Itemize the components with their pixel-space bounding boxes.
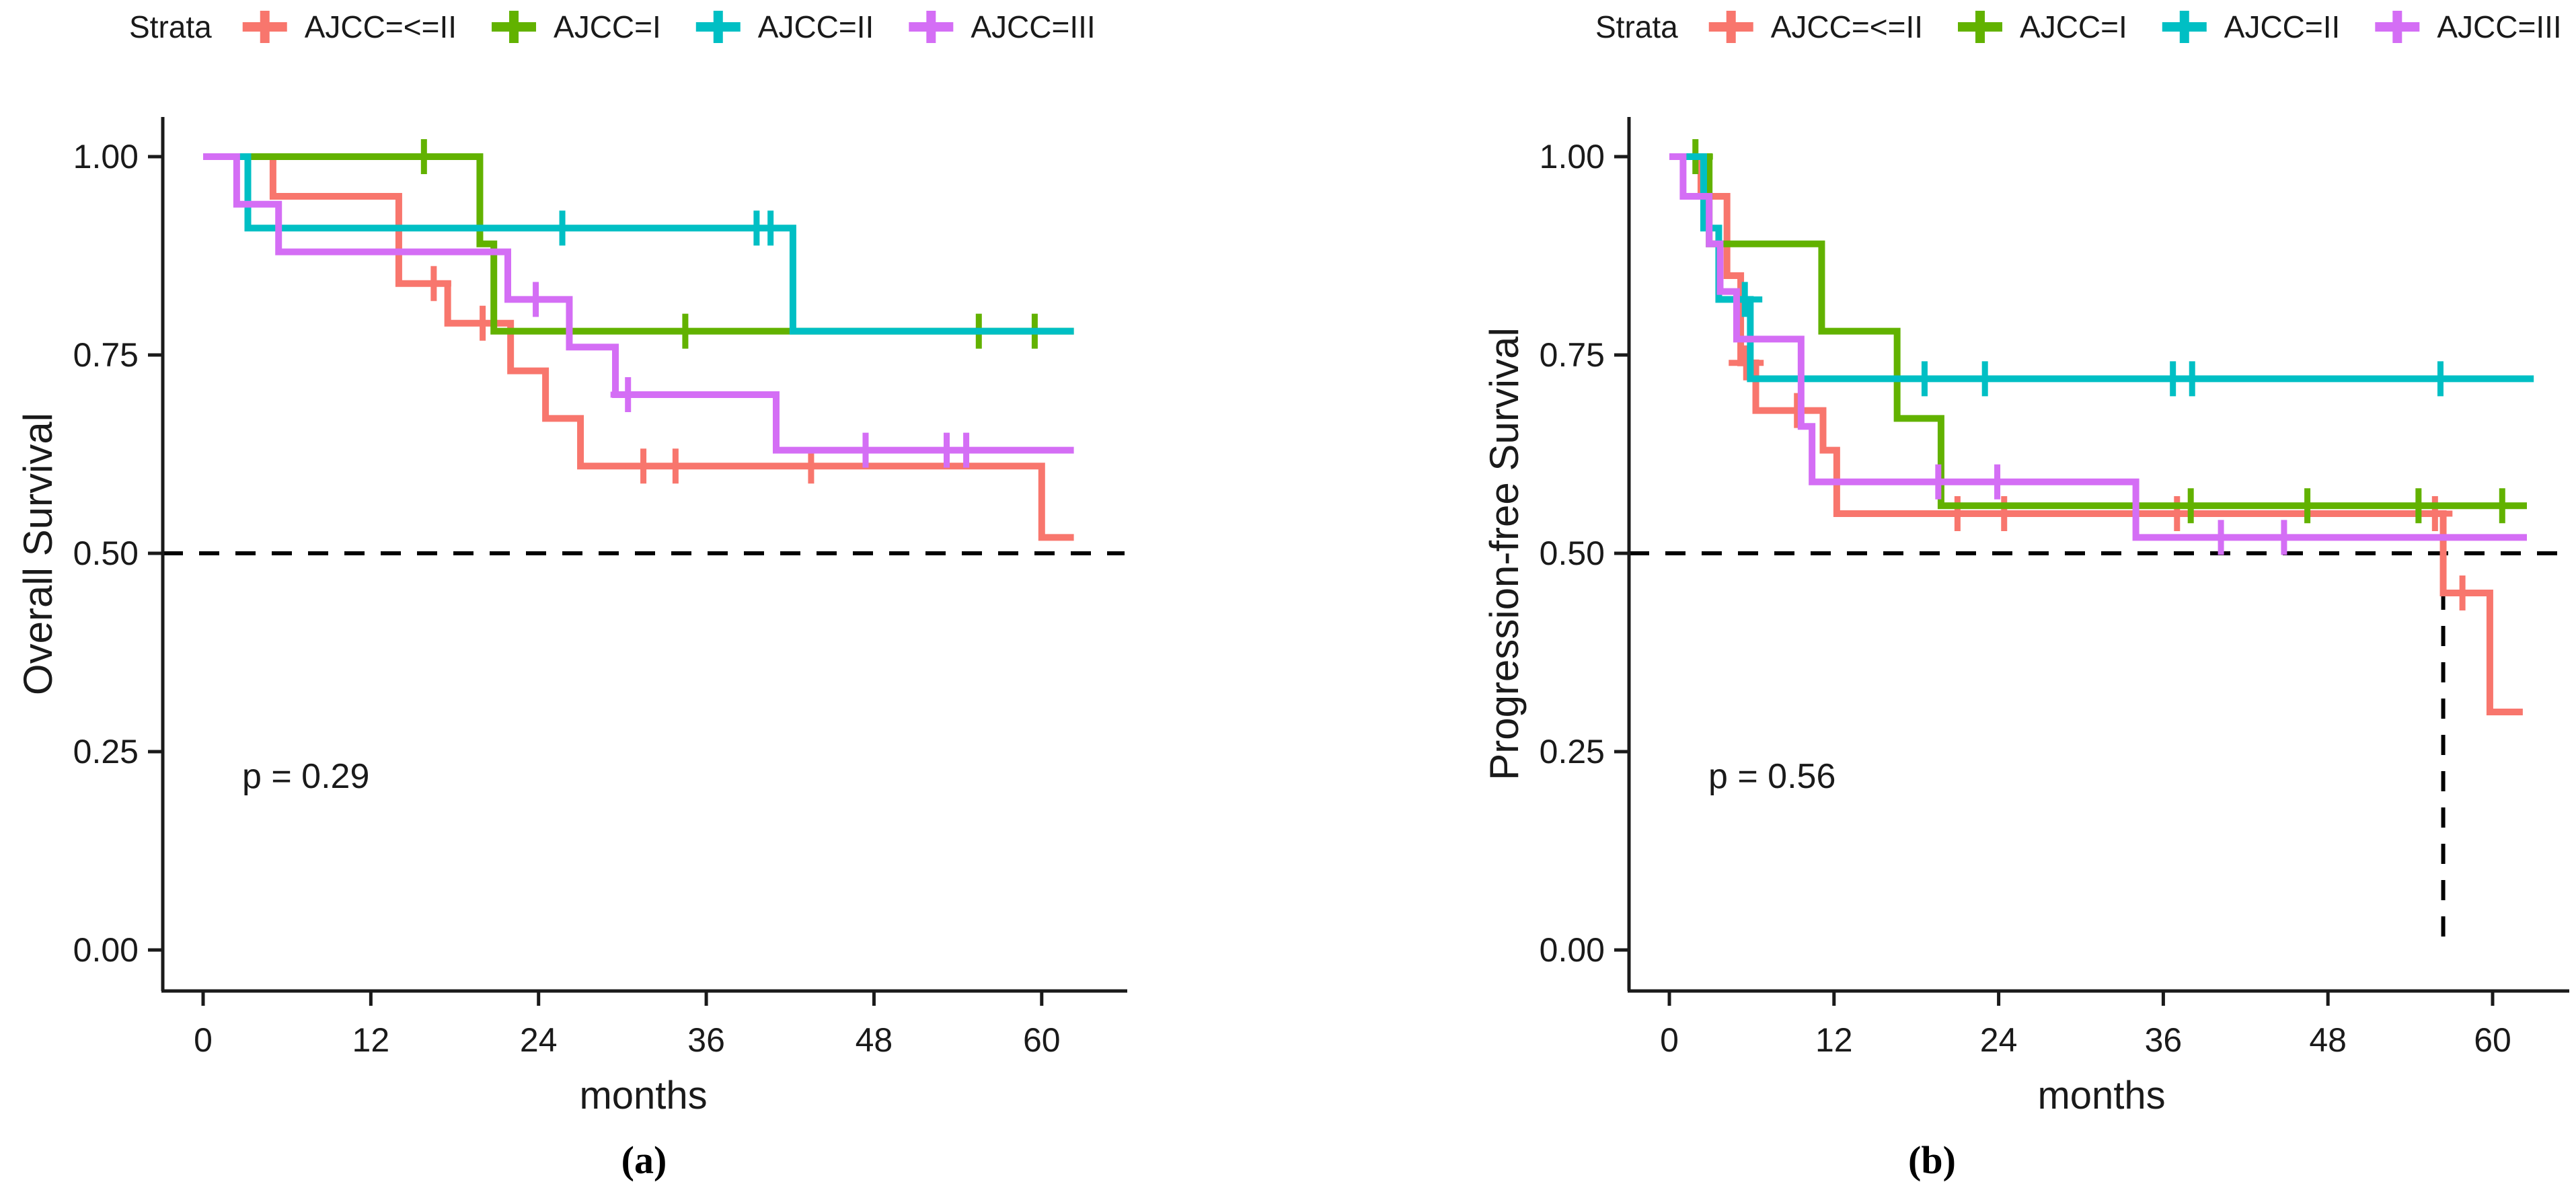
x-axis-title: months bbox=[579, 1074, 707, 1117]
censor-mark bbox=[1940, 496, 1975, 531]
legend-entry-label: AJCC=I bbox=[554, 9, 661, 44]
y-tick-label: 1.00 bbox=[1540, 138, 1605, 175]
x-tick-label: 24 bbox=[1980, 1021, 2018, 1059]
censor-mark bbox=[626, 448, 661, 484]
censor-mark bbox=[1986, 496, 2022, 531]
legend-entry-label: AJCC=III bbox=[2437, 9, 2561, 44]
censor-mark bbox=[1729, 345, 1764, 381]
legend-entry-label: AJCC=II bbox=[758, 9, 874, 44]
censor-mark bbox=[2174, 361, 2210, 397]
censor-mark bbox=[610, 377, 646, 412]
censor-mark bbox=[1920, 464, 1956, 500]
x-axis-title: months bbox=[2037, 1074, 2165, 1117]
x-tick-label: 60 bbox=[1023, 1021, 1061, 1059]
y-tick-label: 0.00 bbox=[73, 931, 139, 969]
km-plot-overall-survival: 0.00 0.25 0.50 0.75 1.00 0 12 24 36 48 60 months Ove… bbox=[15, 9, 1127, 1117]
y-tick-label: 0.00 bbox=[1540, 931, 1605, 969]
censor-mark bbox=[1967, 361, 2003, 397]
censor-mark bbox=[753, 210, 788, 246]
x-tick-label: 60 bbox=[2474, 1021, 2511, 1059]
y-tick-label: 0.50 bbox=[73, 534, 139, 572]
km-curve-ajcc-iii bbox=[1669, 153, 2527, 541]
censor-mark bbox=[948, 432, 984, 468]
x-tick-label: 48 bbox=[856, 1021, 893, 1059]
y-tick-label: 0.75 bbox=[73, 336, 139, 374]
censor-mark bbox=[2423, 361, 2458, 397]
y-tick-label: 0.25 bbox=[73, 733, 139, 770]
censor-mark bbox=[2266, 520, 2302, 555]
panel-label-a: (a) bbox=[621, 1138, 667, 1182]
y-tick-label: 0.25 bbox=[1540, 733, 1605, 770]
x-tick-label: 12 bbox=[352, 1021, 390, 1059]
y-tick-label: 1.00 bbox=[73, 138, 139, 175]
x-tick-label: 48 bbox=[2309, 1021, 2347, 1059]
censor-mark bbox=[406, 139, 442, 174]
censor-mark bbox=[2173, 488, 2209, 524]
x-tick-label: 0 bbox=[194, 1021, 213, 1059]
km-curve-ajcc-i bbox=[1669, 153, 2527, 510]
censor-mark bbox=[2485, 488, 2520, 524]
censor-mark bbox=[518, 282, 554, 317]
x-tick-label: 0 bbox=[1660, 1021, 1679, 1059]
censor-mark bbox=[1979, 464, 2015, 500]
km-plot-progression-free-survival: 0.00 0.25 0.50 0.75 1.00 0 12 24 36 48 60 months Pro… bbox=[1482, 9, 2569, 1117]
x-tick-label: 24 bbox=[520, 1021, 558, 1059]
censor-mark bbox=[2445, 575, 2480, 610]
legend-entry-label: AJCC=II bbox=[2224, 9, 2341, 44]
censor-mark bbox=[2400, 488, 2436, 524]
y-tick-label: 0.75 bbox=[1540, 336, 1605, 374]
x-tick-label: 36 bbox=[687, 1021, 725, 1059]
x-tick-label: 12 bbox=[1815, 1021, 1853, 1059]
x-tick-label: 36 bbox=[2145, 1021, 2183, 1059]
censor-mark bbox=[847, 432, 883, 468]
y-tick-label: 0.50 bbox=[1540, 534, 1605, 572]
km-curve-ajcc-ii bbox=[1669, 153, 2523, 715]
km-curve-ajcc-iii bbox=[203, 153, 1074, 454]
censor-mark bbox=[1779, 393, 1815, 428]
censor-mark bbox=[2289, 488, 2325, 524]
legend-title: Strata bbox=[1595, 9, 1678, 44]
censor-mark bbox=[1727, 282, 1763, 317]
panel-label-b: (b) bbox=[1908, 1138, 1956, 1182]
panel-a: 0.00 0.25 0.50 0.75 1.00 0 12 24 36 48 60 months Ove… bbox=[15, 9, 1127, 1182]
p-value-label: p = 0.29 bbox=[242, 757, 369, 796]
panel-b: 0.00 0.25 0.50 0.75 1.00 0 12 24 36 48 60 months Pro… bbox=[1288, 0, 2576, 1192]
km-curve-ajcc-i bbox=[203, 153, 1074, 335]
km-curve-ajcc-ii bbox=[203, 153, 1074, 541]
censor-mark bbox=[545, 210, 580, 246]
legend-entry-label: AJCC=<=II bbox=[1771, 9, 1923, 44]
y-axis-title: Progression-free Survival bbox=[1482, 327, 1527, 781]
y-axis-title: Overall Survival bbox=[15, 413, 61, 695]
legend-entry-label: AJCC=I bbox=[2020, 9, 2127, 44]
censor-mark bbox=[2417, 496, 2453, 531]
censor-mark bbox=[1907, 361, 1942, 397]
censor-mark bbox=[658, 448, 693, 484]
censor-mark bbox=[793, 448, 829, 484]
legend-entry-label: AJCC=III bbox=[971, 9, 1095, 44]
censor-mark bbox=[667, 313, 703, 349]
censor-mark bbox=[2203, 520, 2239, 555]
km-curve-ajcc-ii bbox=[203, 153, 1074, 335]
legend-entry-label: AJCC=<=II bbox=[305, 9, 457, 44]
p-value-label: p = 0.56 bbox=[1708, 757, 1835, 796]
legend-title: Strata bbox=[129, 9, 212, 44]
censor-mark bbox=[416, 266, 451, 301]
